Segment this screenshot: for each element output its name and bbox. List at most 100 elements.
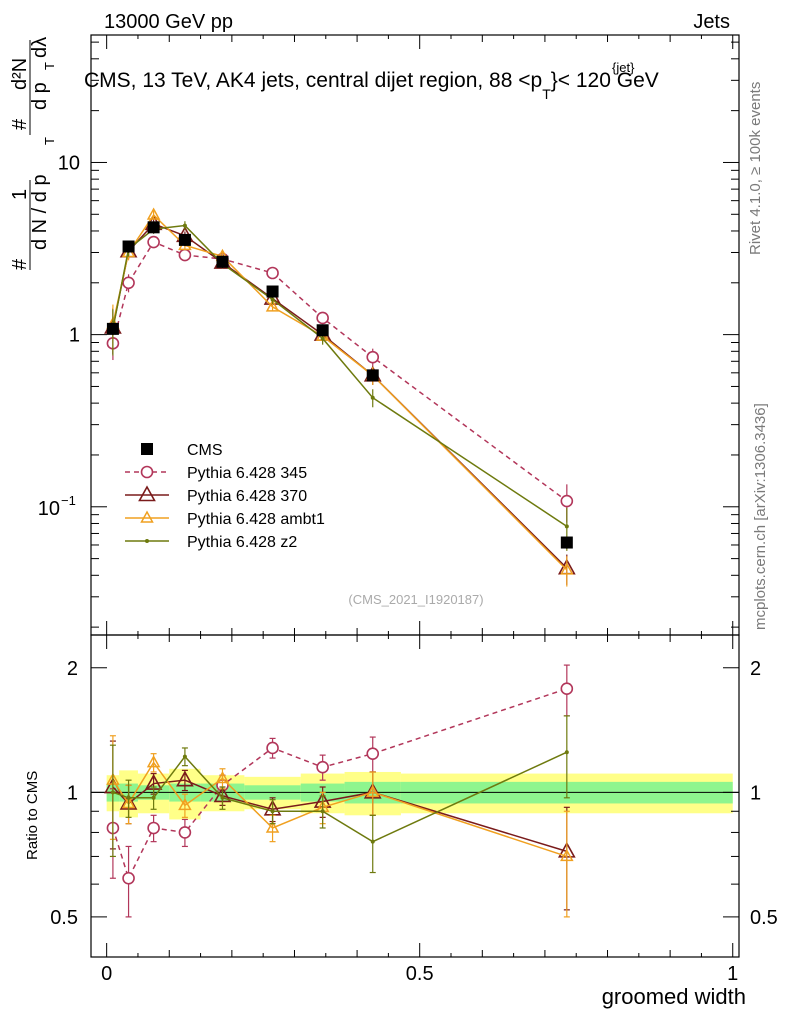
ratio-point: [320, 809, 325, 814]
ylabel-lambda: dλ: [29, 37, 51, 58]
ratio-point: [365, 784, 380, 798]
ratio-point: [182, 754, 187, 759]
y-tick-label: 10: [38, 498, 60, 520]
series-point: [270, 297, 275, 302]
ratio-point: [215, 770, 230, 784]
series-point: [147, 235, 160, 249]
legend-label: CMS: [187, 442, 223, 459]
ratio-point: [560, 848, 574, 862]
y-axis-label-ratio: Ratio to CMS: [24, 771, 41, 860]
legend-marker: [140, 510, 154, 523]
ratio-point: [564, 750, 569, 755]
ratio-point: [178, 797, 192, 811]
ratio-y-tick-label: 2: [67, 658, 78, 680]
chart-title-sup: {jet}: [612, 60, 635, 75]
legend-marker: [145, 539, 149, 543]
data-point: [366, 369, 379, 382]
legend: CMS Pythia 6.428 345 Pythia 6.428 370 Pythi…: [125, 442, 325, 551]
legend-marker: [138, 485, 156, 502]
legend-label: Pythia 6.428 z2: [187, 534, 297, 551]
series-point: [182, 223, 187, 228]
y-tick-label: 10: [58, 152, 80, 174]
series-line: [112, 241, 568, 502]
ylabel-den-T: T: [42, 137, 57, 145]
ratio-panel-frame: [90, 634, 740, 958]
data-point: [316, 324, 329, 337]
analysis-watermark: (CMS_2021_I1920187): [348, 592, 483, 607]
ratio-point: [270, 809, 275, 814]
legend-marker: [141, 443, 153, 455]
ratio-point: [147, 821, 160, 835]
ylabel-num: d²N: [9, 58, 31, 90]
rivet-label: Rivet 4.1.0, ≥ 100k events: [747, 82, 764, 255]
data-point: [560, 536, 573, 549]
y-axis-label-main: # 1 d N / d p T # d²N d p T dλ: [9, 37, 57, 270]
series-line: [112, 224, 568, 527]
legend-marker: [140, 465, 154, 479]
ratio-point: [265, 820, 280, 833]
ratio-point: [366, 747, 380, 760]
main-series: [104, 207, 576, 587]
ratio-point: [370, 839, 375, 844]
chart-title-sub: T: [542, 86, 551, 102]
ratio-y-tick-label: 1: [67, 782, 78, 804]
series-point: [266, 266, 279, 280]
series-point: [560, 562, 574, 575]
series-point: [560, 494, 574, 508]
legend-label: Pythia 6.428 345: [187, 465, 307, 482]
y-tick-label-exp: −1: [61, 493, 76, 508]
chart-title-tail: }< 120 GeV: [551, 69, 659, 92]
ratio-point: [266, 741, 279, 755]
chart-title-main: CMS, 13 TeV, AK4 jets, central dijet reg…: [84, 69, 542, 92]
legend-label: Pythia 6.428 370: [187, 488, 307, 505]
ratio-y-tick-label-right: 0.5: [750, 907, 778, 929]
mcplots-label: mcplots.cern.ch [arXiv:1306.3436]: [752, 403, 769, 630]
data-point: [216, 255, 229, 268]
series-point: [320, 336, 325, 341]
ratio-point: [178, 826, 192, 839]
ratio-point: [560, 682, 574, 696]
ratio-point: [122, 871, 135, 885]
x-tick-label: 1: [727, 963, 738, 985]
header-left: 13000 GeV pp: [104, 11, 233, 33]
data-point: [106, 322, 119, 335]
series-point: [564, 524, 569, 529]
chart-title: CMS, 13 TeV, AK4 jets, central dijet reg…: [84, 69, 659, 102]
legend-label: Pythia 6.428 ambt1: [187, 511, 325, 528]
series-point: [316, 311, 329, 325]
ratio-point: [126, 795, 131, 800]
data-point: [122, 240, 135, 253]
ratio-point: [110, 790, 115, 795]
ratio-y-tick-label-right: 2: [750, 658, 761, 680]
y-tick-label: 1: [69, 325, 80, 347]
series-point: [146, 207, 161, 220]
series-point: [370, 395, 375, 400]
ratio-point: [220, 795, 225, 800]
ratio-point: [146, 755, 161, 768]
header-right: Jets: [693, 11, 730, 33]
data-point: [266, 285, 279, 298]
series-point: [122, 276, 135, 290]
ylabel-den2: d p: [29, 82, 51, 110]
ratio-y-tick-label-right: 1: [750, 782, 761, 804]
series-point: [265, 299, 280, 312]
series-point: [366, 350, 380, 364]
series-line: [112, 213, 568, 571]
ylabel-one: 1: [9, 189, 31, 200]
ratio-point: [316, 760, 329, 774]
ylabel-hash-2: #: [9, 118, 31, 130]
data-point: [178, 233, 191, 246]
ratio-point: [151, 795, 156, 800]
ratio-y-tick-label: 0.5: [50, 907, 78, 929]
data-point: [147, 221, 160, 234]
ratio-point: [176, 770, 194, 787]
ylabel-hash: #: [9, 258, 31, 270]
x-tick-label: 0: [101, 963, 112, 985]
series-line: [112, 222, 568, 569]
series-point: [178, 248, 192, 262]
ylabel-den: d N / d p: [29, 174, 51, 250]
ratio-series: [104, 664, 576, 918]
x-axis-label: groomed width: [602, 984, 746, 1009]
